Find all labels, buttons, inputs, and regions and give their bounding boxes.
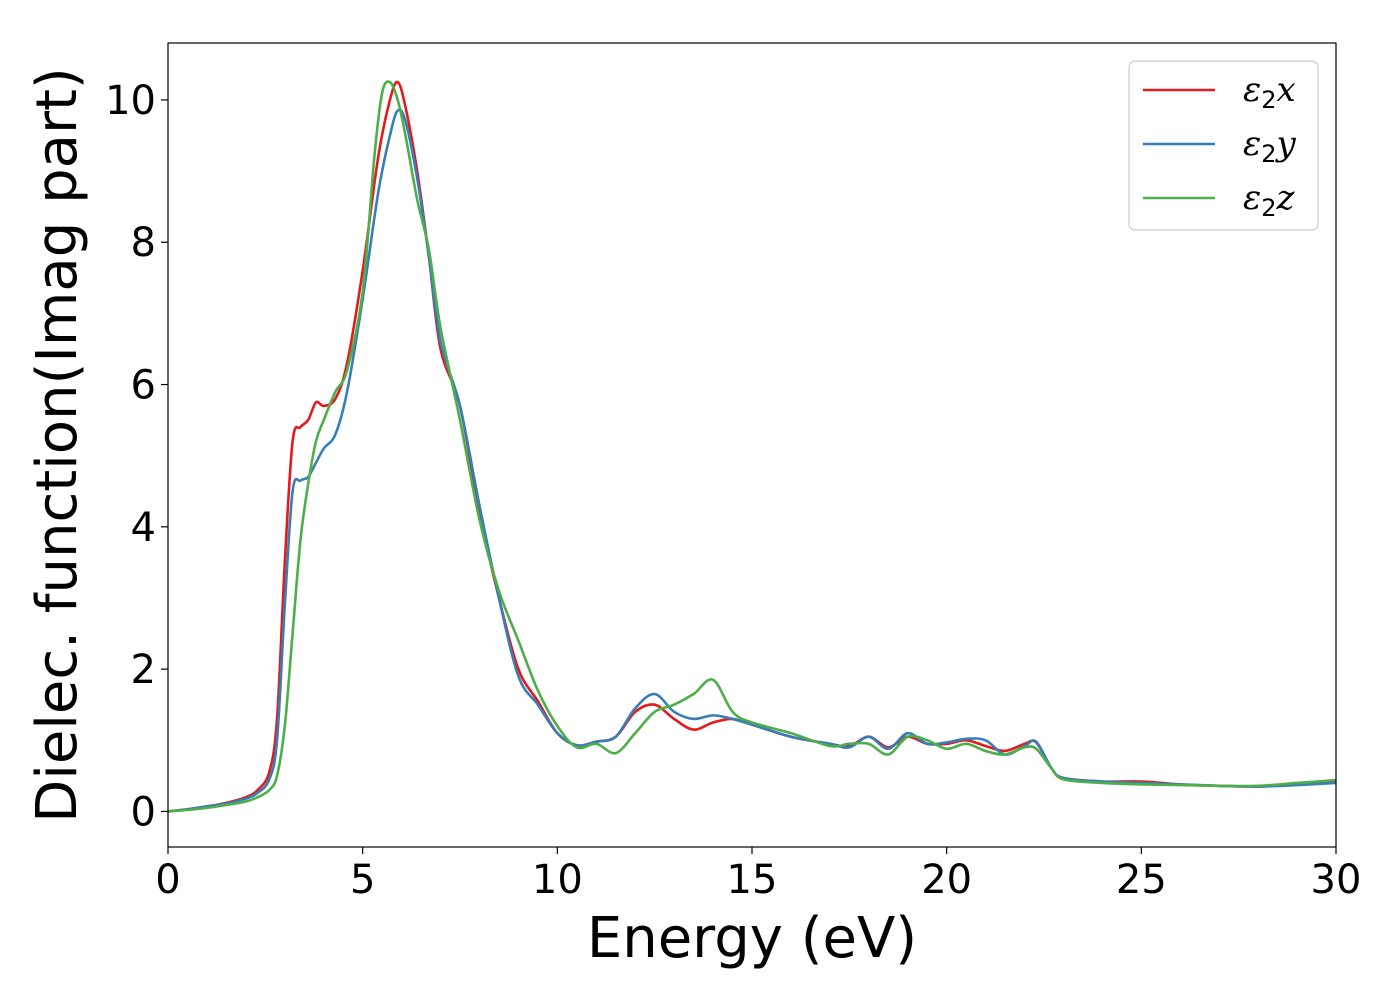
x-axis-title: Energy (eV) — [587, 906, 917, 971]
x-tick-label: 30 — [1311, 857, 1362, 903]
x-tick-label: 10 — [532, 857, 583, 903]
series-layer — [168, 80, 1336, 813]
legend-label-x: ε2x — [1243, 70, 1296, 114]
ticks-layer: 0 5 10 15 20 25 30 0 2 4 6 8 10 — [105, 78, 1361, 903]
y-tick-label: 8 — [131, 220, 156, 266]
legend-label-z: ε2z — [1243, 178, 1296, 222]
y-tick-label: 4 — [131, 505, 156, 551]
x-tick-label: 5 — [350, 857, 375, 903]
x-tick-label: 15 — [727, 857, 778, 903]
legend-label-y: ε2y — [1243, 124, 1297, 168]
legend: ε2x ε2y ε2z — [1128, 60, 1319, 231]
y-tick-label: 10 — [105, 78, 156, 124]
x-tick-label: 0 — [155, 857, 180, 903]
x-tick-label: 20 — [921, 857, 972, 903]
y-axis-title: Dielec. function(Imag part) — [25, 67, 90, 823]
y-tick-label: 0 — [131, 789, 156, 835]
y-tick-label: 6 — [131, 363, 156, 409]
series-line-z — [168, 80, 1336, 813]
legend-box — [1128, 60, 1319, 231]
y-tick-label: 2 — [131, 647, 156, 693]
x-tick-label: 25 — [1116, 857, 1167, 903]
